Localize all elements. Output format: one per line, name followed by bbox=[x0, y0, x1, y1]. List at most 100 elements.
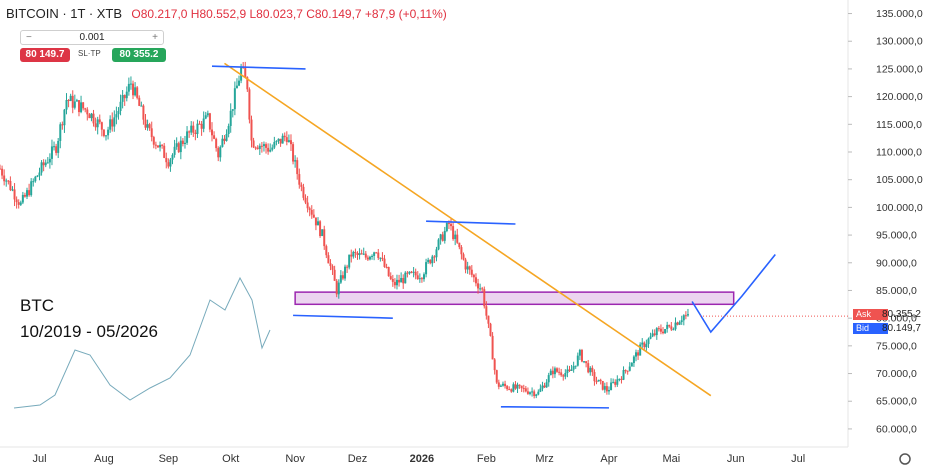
y-tick-label: 90.000,0 bbox=[876, 257, 917, 269]
y-tick-label: 130.000,0 bbox=[876, 36, 923, 48]
x-tick-label: Okt bbox=[222, 453, 239, 465]
x-tick-label: Mrz bbox=[535, 453, 553, 465]
quantity-plus-button[interactable]: + bbox=[152, 32, 158, 43]
candle-body bbox=[202, 118, 205, 129]
candle-body bbox=[458, 242, 461, 248]
candle-body bbox=[437, 239, 440, 250]
candle-body bbox=[439, 234, 442, 240]
candle-body bbox=[574, 365, 577, 367]
candle-body bbox=[63, 109, 66, 126]
resistance-trendline bbox=[224, 62, 712, 397]
candle-body bbox=[198, 123, 201, 125]
candle-body bbox=[61, 124, 64, 126]
candle-body bbox=[204, 115, 207, 119]
candle-body bbox=[208, 113, 211, 130]
candle-body bbox=[246, 77, 249, 90]
y-tick-label: 75.000,0 bbox=[876, 340, 917, 352]
candle-body bbox=[323, 229, 326, 247]
candle-body bbox=[134, 87, 137, 96]
candle-body bbox=[262, 144, 265, 147]
candle-body bbox=[260, 145, 263, 147]
quantity-value[interactable]: 0.001 bbox=[79, 32, 105, 43]
candle-body bbox=[69, 95, 72, 101]
candle-body bbox=[148, 124, 151, 129]
candle-body bbox=[225, 134, 228, 141]
candle-body bbox=[50, 146, 53, 159]
candle-body bbox=[17, 202, 20, 205]
candle-body bbox=[383, 258, 386, 267]
candle-body bbox=[154, 144, 157, 146]
candle-body bbox=[44, 162, 47, 166]
candle-body bbox=[531, 391, 534, 393]
x-tick-label: Dez bbox=[348, 453, 368, 465]
sl-tp-button[interactable]: SL·TP bbox=[78, 49, 101, 58]
candle-body bbox=[229, 110, 232, 126]
sell-button[interactable]: 80 149.7 bbox=[20, 48, 70, 62]
y-tick-label: 65.000,0 bbox=[876, 396, 917, 408]
y-tick-label: 120.000,0 bbox=[876, 91, 923, 103]
candle-body bbox=[107, 129, 110, 136]
candle-body bbox=[53, 146, 56, 148]
candle-body bbox=[659, 328, 662, 332]
candle-body bbox=[360, 253, 363, 255]
candle-body bbox=[616, 379, 619, 385]
candle-body bbox=[348, 254, 351, 268]
candle-body bbox=[385, 266, 388, 268]
candle-body bbox=[254, 147, 257, 149]
candle-body bbox=[161, 144, 164, 146]
inset-price-line bbox=[13, 276, 271, 409]
candle-body bbox=[597, 379, 600, 382]
y-tick-label: 70.000,0 bbox=[876, 368, 917, 380]
candle-body bbox=[152, 137, 155, 145]
candle-body bbox=[576, 355, 579, 366]
buy-button[interactable]: 80 355.2 bbox=[112, 48, 166, 62]
candle-body bbox=[580, 350, 583, 362]
candle-body bbox=[36, 175, 39, 177]
candle-body bbox=[549, 370, 552, 376]
candle-body bbox=[499, 385, 502, 387]
candle-body bbox=[657, 328, 660, 330]
candle-body bbox=[57, 140, 60, 153]
quantity-stepper[interactable]: − 0.001 + bbox=[20, 30, 164, 45]
candle-body bbox=[541, 385, 544, 389]
candle-body bbox=[346, 266, 349, 268]
gear-icon[interactable] bbox=[899, 453, 911, 465]
candle-body bbox=[269, 149, 272, 152]
candle-body bbox=[82, 102, 85, 109]
candle-body bbox=[607, 390, 610, 392]
candle-body bbox=[501, 383, 504, 386]
ohlc-values: O80.217,0 H80.552,9 L80.023,7 C80.149,7 … bbox=[131, 7, 447, 21]
candle-body bbox=[635, 352, 637, 357]
candle-body bbox=[468, 266, 471, 270]
candle-body bbox=[639, 344, 642, 356]
candle-body bbox=[572, 366, 575, 370]
candle-body bbox=[504, 383, 507, 387]
candle-body bbox=[77, 100, 80, 113]
candle-body bbox=[674, 322, 677, 330]
candle-body bbox=[537, 391, 540, 395]
candle-body bbox=[585, 361, 588, 364]
candle-body bbox=[676, 322, 679, 325]
candle-body bbox=[287, 140, 290, 143]
candle-body bbox=[520, 385, 523, 389]
candle-body bbox=[30, 181, 33, 196]
candle-body bbox=[662, 331, 665, 334]
candle-body bbox=[13, 189, 16, 200]
candle-body bbox=[404, 272, 407, 284]
y-tick-label: 60.000,0 bbox=[876, 423, 917, 435]
candle-body bbox=[368, 256, 371, 260]
candle-body bbox=[86, 109, 89, 115]
candle-body bbox=[235, 85, 238, 89]
candle-body bbox=[302, 186, 305, 198]
candle-body bbox=[200, 123, 203, 129]
x-tick-label: Jul bbox=[791, 453, 805, 465]
candle-body bbox=[427, 259, 430, 263]
candle-body bbox=[217, 148, 220, 158]
candle-body bbox=[102, 129, 105, 136]
candle-body bbox=[682, 315, 685, 321]
quantity-minus-button[interactable]: − bbox=[26, 32, 32, 43]
candle-body bbox=[179, 140, 182, 153]
candle-body bbox=[402, 277, 405, 284]
y-tick-label: 85.000,0 bbox=[876, 285, 917, 297]
